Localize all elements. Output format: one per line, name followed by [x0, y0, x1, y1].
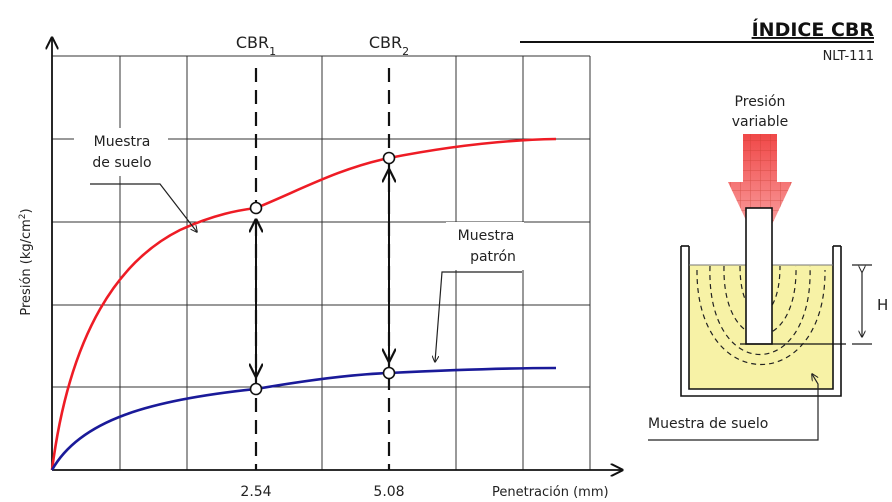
title-code: NLT-111 [823, 49, 874, 64]
standard-point-cbr1 [251, 384, 262, 395]
x-tick-254: 2.54 [240, 484, 271, 500]
soil-point-cbr1 [251, 203, 262, 214]
pressure-label-line1: Presión [735, 94, 786, 110]
height-dimension [852, 265, 872, 344]
y-axis-label: Presión (kg/cm2) [18, 208, 34, 315]
soil-point-cbr2 [384, 153, 395, 164]
cbr2-label: CBR2 [369, 33, 409, 58]
x-axis-label: Penetración (mm) [492, 485, 609, 500]
standard-annotation-line1: Muestra [458, 228, 515, 244]
soil-annotation-line2: de suelo [92, 155, 151, 171]
cbr-mould [681, 208, 846, 396]
height-label: H [877, 296, 888, 314]
x-tick-508: 5.08 [373, 484, 404, 500]
title-main: ÍNDICE CBR [752, 18, 875, 41]
piston [746, 208, 772, 344]
soil-annotation-leader [90, 184, 197, 232]
standard-annotation-line2: patrón [470, 249, 516, 265]
cbr1-label: CBR1 [236, 33, 276, 58]
standard-point-cbr2 [384, 368, 395, 379]
sample-label: Muestra de suelo [648, 416, 768, 432]
pressure-label-line2: variable [732, 114, 788, 130]
standard-annotation-leader [435, 272, 522, 362]
soil-annotation-line1: Muestra [94, 134, 151, 150]
standard-sample-curve [52, 368, 556, 470]
